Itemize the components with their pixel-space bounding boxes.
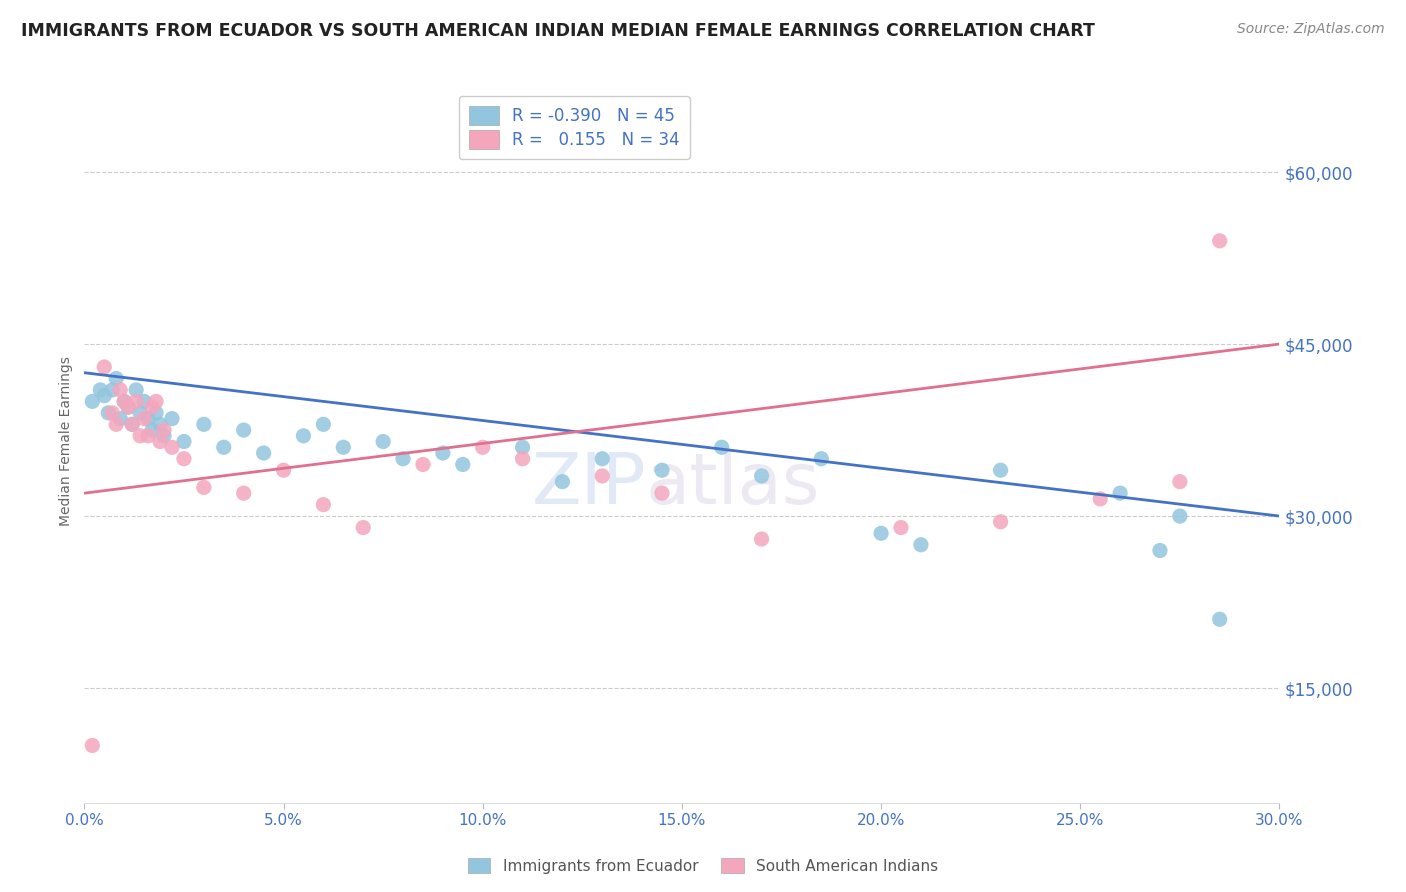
Point (89, 383, 111, 397)
Point (136, 429, 159, 443)
Legend: Immigrants from Ecuador, South American Indians: Immigrants from Ecuador, South American … (461, 852, 945, 880)
Point (232, 423, 254, 437)
Point (710, 440, 733, 454)
Point (1209, 234, 1232, 248)
Point (751, 532, 773, 546)
Point (125, 383, 148, 397)
Point (273, 463, 295, 477)
Point (145, 406, 167, 420)
Point (141, 400, 163, 414)
Point (160, 411, 183, 425)
Point (129, 406, 152, 420)
Point (82, 394, 104, 409)
Point (890, 520, 912, 534)
Point (112, 394, 135, 409)
Point (125, 394, 148, 409)
Point (132, 411, 156, 425)
Point (253, 446, 276, 460)
Point (101, 406, 124, 420)
Text: atlas: atlas (647, 450, 821, 519)
Point (121, 417, 143, 432)
Point (352, 520, 374, 534)
Point (97, 406, 120, 420)
Point (1168, 475, 1191, 489)
Point (129, 429, 152, 443)
Point (870, 526, 893, 541)
Point (1209, 612, 1232, 626)
Point (312, 417, 335, 432)
Point (990, 463, 1012, 477)
Point (145, 394, 167, 409)
Point (810, 451, 832, 466)
Point (292, 429, 315, 443)
Point (910, 538, 932, 552)
Point (392, 451, 415, 466)
Text: ZIP: ZIP (531, 450, 647, 519)
Point (136, 411, 159, 425)
Point (105, 417, 128, 432)
Point (101, 383, 124, 397)
Point (1109, 486, 1132, 500)
Point (651, 486, 673, 500)
Point (212, 440, 235, 454)
Point (591, 469, 613, 483)
Point (373, 434, 395, 449)
Point (149, 434, 172, 449)
Point (160, 440, 183, 454)
Point (451, 458, 474, 472)
Point (117, 400, 139, 414)
Point (121, 417, 143, 432)
Point (512, 451, 534, 466)
Point (591, 451, 613, 466)
Point (93, 359, 115, 374)
Point (512, 440, 534, 454)
Point (193, 480, 215, 494)
Point (412, 458, 434, 472)
Text: IMMIGRANTS FROM ECUADOR VS SOUTH AMERICAN INDIAN MEDIAN FEMALE EARNINGS CORRELAT: IMMIGRANTS FROM ECUADOR VS SOUTH AMERICA… (21, 22, 1095, 40)
Point (471, 440, 494, 454)
Point (1168, 509, 1191, 524)
Point (432, 446, 454, 460)
Legend: R = -0.390   N = 45, R =   0.155   N = 34: R = -0.390 N = 45, R = 0.155 N = 34 (458, 95, 690, 160)
Point (93, 389, 115, 403)
Point (193, 417, 215, 432)
Point (173, 434, 195, 449)
Text: Source: ZipAtlas.com: Source: ZipAtlas.com (1237, 22, 1385, 37)
Point (153, 429, 176, 443)
Point (551, 475, 574, 489)
Point (332, 440, 354, 454)
Point (173, 451, 195, 466)
Point (117, 400, 139, 414)
Point (232, 486, 254, 500)
Point (82, 739, 104, 753)
Point (312, 498, 335, 512)
Point (990, 515, 1012, 529)
Point (132, 394, 156, 409)
Point (105, 371, 128, 385)
Point (141, 423, 163, 437)
Point (110, 383, 132, 397)
Point (651, 463, 673, 477)
Y-axis label: Median Female Earnings: Median Female Earnings (59, 357, 73, 526)
Point (1149, 543, 1171, 558)
Point (751, 469, 773, 483)
Point (153, 423, 176, 437)
Point (149, 417, 172, 432)
Point (110, 411, 132, 425)
Point (112, 394, 135, 409)
Point (1090, 491, 1112, 506)
